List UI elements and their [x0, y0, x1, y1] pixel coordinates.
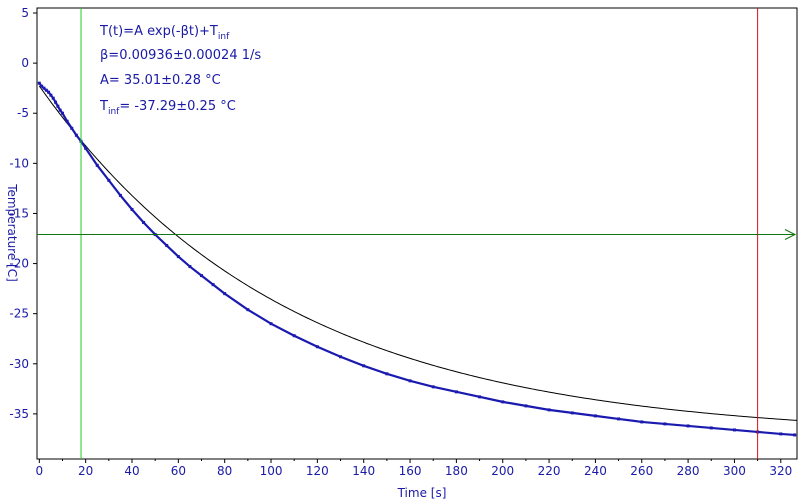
x-tick-label: 40 — [124, 464, 139, 478]
data-point — [686, 424, 690, 428]
data-point — [42, 86, 46, 90]
x-tick-label: 20 — [78, 464, 93, 478]
data-point — [47, 90, 51, 94]
data-point — [570, 411, 574, 415]
x-tick-label: 300 — [723, 464, 746, 478]
fit-annotation: T(t)=A exp(-βt)+Tinf β=0.00936±0.00024 1… — [99, 24, 261, 117]
fit-a-label: A= 35.01±0.28 °C — [100, 73, 221, 88]
fit-model-text: T(t)=A exp(-βt)+T — [99, 24, 218, 39]
x-tick-label: 240 — [584, 464, 607, 478]
fit-tinf-label: Tinf= -37.29±0.25 °C — [99, 99, 236, 117]
fit-model-subscript: inf — [218, 32, 230, 42]
y-axis: 5 0 -5 -10 -15 -20 -25 -30 -35 — [9, 6, 37, 421]
fit-tinf-value: = -37.29±0.25 °C — [119, 99, 235, 114]
arrow-right-icon — [784, 229, 797, 240]
data-point — [54, 100, 58, 104]
data-point — [431, 385, 435, 389]
x-tick-label: 140 — [352, 464, 375, 478]
data-point — [454, 390, 458, 394]
data-point — [142, 220, 146, 224]
fit-model-label: T(t)=A exp(-βt)+Tinf — [99, 24, 230, 42]
data-point — [779, 432, 783, 436]
data-point — [58, 108, 62, 112]
data-point — [524, 404, 528, 408]
data-point — [593, 414, 597, 418]
data-series-line — [38, 82, 795, 437]
data-point — [663, 422, 667, 426]
fit-beta-label: β=0.00936±0.00024 1/s — [100, 48, 261, 63]
x-tick-label: 160 — [399, 464, 422, 478]
data-point — [130, 207, 134, 211]
y-tick-label: -25 — [9, 307, 29, 321]
data-point — [292, 334, 296, 338]
data-point — [617, 417, 621, 421]
x-tick-label: 80 — [217, 464, 232, 478]
data-point — [44, 88, 48, 92]
y-tick-label: 5 — [21, 6, 29, 20]
y-tick-label: -10 — [9, 156, 29, 170]
data-point — [51, 96, 55, 100]
data-point — [176, 255, 180, 259]
data-point — [640, 420, 644, 424]
x-axis-title: Time [s] — [397, 486, 447, 500]
fit-curve-layer — [38, 85, 798, 421]
y-tick-label: 0 — [21, 56, 29, 70]
data-point — [793, 433, 797, 437]
data-point — [362, 364, 366, 368]
x-tick-label: 260 — [630, 464, 653, 478]
x-tick-label: 280 — [677, 464, 700, 478]
data-point — [200, 274, 204, 278]
data-point — [478, 395, 482, 399]
fit-tinf-main: T — [99, 99, 108, 114]
data-point — [246, 308, 250, 312]
data-point — [315, 345, 319, 349]
y-tick-label: -5 — [17, 106, 29, 120]
y-tick-label: -30 — [9, 357, 29, 371]
data-point — [56, 104, 60, 108]
data-point — [49, 93, 53, 97]
x-tick-label: 60 — [171, 464, 186, 478]
data-point — [732, 428, 736, 432]
data-point — [223, 292, 227, 296]
data-point — [501, 400, 505, 404]
y-tick-label: -15 — [9, 206, 29, 220]
data-series — [37, 81, 797, 437]
x-tick-label: 220 — [538, 464, 561, 478]
x-tick-label: 120 — [306, 464, 329, 478]
data-point — [165, 244, 169, 248]
data-point — [385, 372, 389, 376]
x-tick-label: 200 — [491, 464, 514, 478]
x-axis: 0 20 40 60 80 100 120 140 160 180 200 220 240 260 280 3… — [35, 459, 792, 478]
data-point — [84, 146, 88, 150]
data-point — [95, 163, 99, 167]
y-axis-title: Temperature [C] — [5, 183, 19, 282]
data-point — [547, 408, 551, 412]
data-point — [118, 193, 122, 197]
data-point — [60, 111, 64, 115]
y-tick-label: -20 — [9, 257, 29, 271]
x-tick-label: 320 — [769, 464, 792, 478]
data-point — [408, 379, 412, 383]
data-point — [40, 84, 44, 88]
data-point — [107, 178, 111, 182]
x-tick-label: 0 — [35, 464, 43, 478]
y-tick-label: -35 — [9, 407, 29, 421]
data-point — [269, 322, 273, 326]
data-point — [709, 426, 713, 430]
x-tick-label: 180 — [445, 464, 468, 478]
x-tick-label: 100 — [260, 464, 283, 478]
data-point — [188, 265, 192, 269]
data-point — [211, 283, 215, 287]
data-point — [37, 81, 41, 85]
data-point — [74, 133, 78, 137]
data-point — [70, 126, 74, 130]
fit-tinf-subscript: inf — [108, 107, 120, 117]
plot-frame — [36, 7, 798, 460]
fit-curve — [38, 85, 798, 421]
data-point — [65, 119, 69, 123]
cursor-lines — [37, 8, 797, 459]
data-point — [339, 355, 343, 359]
